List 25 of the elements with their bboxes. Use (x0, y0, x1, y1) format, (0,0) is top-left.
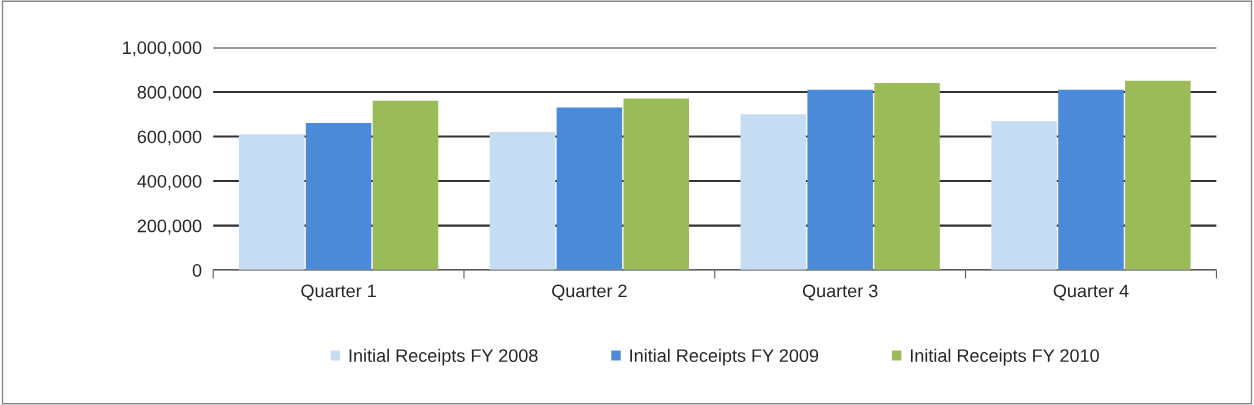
bar (372, 100, 439, 271)
bar (740, 114, 807, 271)
legend-label: Initial Receipts FY 2008 (349, 348, 538, 366)
y-tick-label: 0 (192, 264, 202, 277)
legend-label: Initial Receipts FY 2010 (910, 348, 1099, 366)
bar (874, 83, 940, 271)
y-tick-label: 1,000,000 (123, 41, 202, 57)
bar (807, 89, 873, 271)
x-tick-label: Quarter 2 (552, 284, 627, 301)
bar (1058, 89, 1124, 271)
y-tick-label: 400,000 (137, 174, 202, 190)
legend-label: Initial Receipts FY 2009 (630, 348, 819, 366)
y-tick-label: 800,000 (137, 85, 202, 101)
bar (305, 123, 372, 271)
y-tick-label: 600,000 (137, 130, 202, 146)
x-tick-label: Quarter 1 (301, 284, 376, 301)
bar (556, 107, 623, 271)
x-tick-label: Quarter 4 (1053, 284, 1129, 301)
y-tick-label: 200,000 (137, 219, 202, 235)
x-tick-label: Quarter 3 (802, 284, 878, 301)
bar (238, 134, 305, 271)
bar (1125, 80, 1191, 271)
bar (489, 132, 556, 271)
bar (991, 120, 1057, 271)
bar (623, 98, 690, 271)
